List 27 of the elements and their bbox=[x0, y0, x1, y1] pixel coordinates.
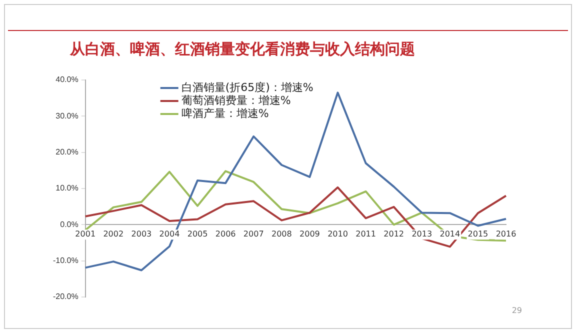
y-tick-label: 40.0% bbox=[56, 75, 78, 84]
x-tick-label: 2011 bbox=[356, 230, 376, 239]
x-tick-label: 2012 bbox=[384, 230, 404, 239]
x-tick-label: 2001 bbox=[75, 230, 96, 239]
y-tick-label: -20.0% bbox=[52, 292, 78, 302]
x-tick-label: 2010 bbox=[328, 230, 348, 239]
y-tick-label: 20.0% bbox=[56, 148, 78, 157]
x-tick-label: 2006 bbox=[215, 230, 236, 239]
legend-label: 白酒销量(折65度)：增速% bbox=[181, 80, 314, 94]
x-tick-label: 2004 bbox=[159, 230, 180, 239]
y-tick-label: -10.0% bbox=[52, 256, 78, 266]
chart-title: 从白酒、啤酒、红酒销量变化看消费与收入结构问题 bbox=[70, 40, 415, 59]
text: 29 bbox=[512, 306, 522, 315]
x-tick-label: 2003 bbox=[131, 230, 152, 239]
x-tick-label: 2007 bbox=[243, 230, 264, 239]
x-tick-label: 2008 bbox=[271, 230, 292, 239]
x-tick-label: 2015 bbox=[468, 230, 488, 239]
y-tick-label: 0.0% bbox=[60, 220, 78, 229]
x-tick-label: 2005 bbox=[187, 230, 208, 239]
x-tick-label: 2002 bbox=[103, 230, 124, 239]
y-tick-label: 10.0% bbox=[56, 184, 78, 193]
legend-label: 葡萄酒销费量：增速% bbox=[181, 94, 291, 107]
x-tick-label: 2016 bbox=[496, 230, 516, 239]
y-tick-label: 30.0% bbox=[56, 111, 78, 120]
legend-label: 啤酒产量：增速% bbox=[181, 106, 269, 120]
x-tick-label: 2013 bbox=[412, 230, 432, 239]
x-tick-label: 2009 bbox=[300, 230, 320, 239]
